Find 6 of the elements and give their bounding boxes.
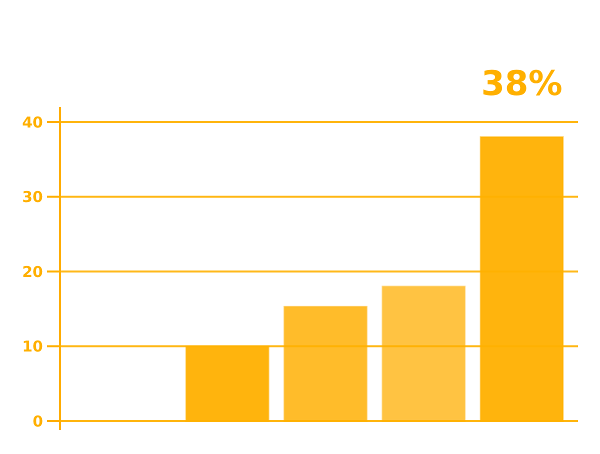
- y-tick-label: 10: [22, 338, 43, 356]
- y-tick-label: 30: [22, 188, 43, 206]
- y-tick-label: 20: [22, 262, 43, 281]
- y-tick-label: 40: [22, 113, 43, 132]
- annotation: 38%: [481, 64, 562, 104]
- y-tick-label: 0: [32, 412, 43, 430]
